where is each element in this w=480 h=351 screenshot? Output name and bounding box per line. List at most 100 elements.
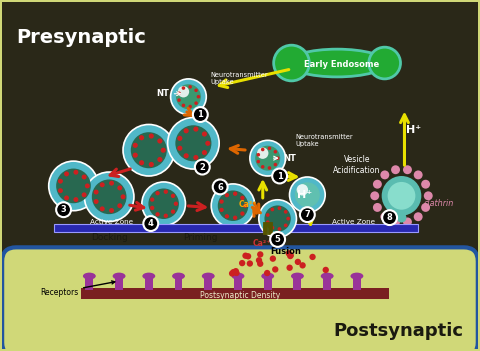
Circle shape bbox=[177, 146, 182, 151]
Text: H⁺: H⁺ bbox=[297, 190, 312, 200]
Circle shape bbox=[295, 182, 320, 207]
Ellipse shape bbox=[231, 273, 244, 279]
Circle shape bbox=[82, 174, 86, 179]
Circle shape bbox=[310, 254, 316, 260]
Circle shape bbox=[370, 191, 379, 200]
Circle shape bbox=[261, 165, 264, 168]
Circle shape bbox=[100, 182, 105, 187]
Circle shape bbox=[225, 193, 229, 197]
Circle shape bbox=[380, 171, 389, 179]
Ellipse shape bbox=[143, 273, 155, 279]
Text: Vesicle
Acidification: Vesicle Acidification bbox=[333, 155, 381, 175]
Circle shape bbox=[414, 171, 422, 179]
Bar bbox=[175, 276, 182, 290]
Circle shape bbox=[242, 252, 249, 259]
Text: Docking: Docking bbox=[91, 233, 128, 242]
Circle shape bbox=[109, 181, 114, 186]
Circle shape bbox=[225, 214, 229, 218]
Circle shape bbox=[193, 107, 208, 122]
Circle shape bbox=[142, 182, 185, 226]
Circle shape bbox=[213, 179, 228, 194]
Circle shape bbox=[270, 232, 285, 247]
Ellipse shape bbox=[172, 273, 185, 279]
Text: Receptors: Receptors bbox=[40, 281, 115, 297]
Circle shape bbox=[284, 224, 288, 227]
Circle shape bbox=[170, 79, 206, 114]
Circle shape bbox=[264, 270, 270, 276]
Circle shape bbox=[380, 212, 389, 221]
Circle shape bbox=[247, 260, 253, 267]
Circle shape bbox=[391, 165, 400, 174]
Circle shape bbox=[287, 253, 293, 259]
Circle shape bbox=[123, 125, 175, 176]
Text: Fusion: Fusion bbox=[270, 247, 301, 256]
Circle shape bbox=[300, 207, 315, 222]
Circle shape bbox=[132, 153, 138, 158]
Circle shape bbox=[270, 207, 274, 211]
Ellipse shape bbox=[202, 273, 215, 279]
Circle shape bbox=[274, 163, 277, 166]
Bar bbox=[54, 224, 419, 232]
Circle shape bbox=[287, 265, 293, 271]
Text: 3: 3 bbox=[60, 205, 66, 214]
Circle shape bbox=[424, 191, 432, 200]
Text: 4: 4 bbox=[148, 219, 154, 229]
Circle shape bbox=[229, 270, 235, 277]
Circle shape bbox=[58, 179, 63, 184]
Circle shape bbox=[117, 203, 122, 208]
Circle shape bbox=[161, 148, 166, 153]
Circle shape bbox=[257, 251, 264, 258]
Circle shape bbox=[56, 202, 71, 217]
Circle shape bbox=[149, 133, 154, 139]
Circle shape bbox=[277, 206, 281, 210]
Circle shape bbox=[272, 266, 278, 273]
Circle shape bbox=[177, 98, 181, 102]
Circle shape bbox=[259, 200, 297, 237]
Circle shape bbox=[272, 168, 287, 184]
Circle shape bbox=[100, 206, 105, 211]
Circle shape bbox=[270, 256, 276, 262]
Bar bbox=[323, 276, 331, 290]
Ellipse shape bbox=[396, 213, 407, 223]
Circle shape bbox=[168, 118, 219, 169]
Circle shape bbox=[181, 104, 185, 107]
Text: Ca²⁺: Ca²⁺ bbox=[239, 200, 257, 209]
Circle shape bbox=[297, 184, 308, 196]
Circle shape bbox=[233, 268, 239, 274]
Circle shape bbox=[270, 226, 274, 230]
Circle shape bbox=[171, 210, 175, 214]
Ellipse shape bbox=[321, 273, 334, 279]
Circle shape bbox=[149, 162, 154, 167]
Circle shape bbox=[157, 138, 162, 144]
Circle shape bbox=[202, 150, 207, 155]
Text: clathrin: clathrin bbox=[423, 199, 454, 208]
Circle shape bbox=[109, 208, 114, 213]
Circle shape bbox=[132, 143, 138, 148]
Circle shape bbox=[188, 105, 192, 108]
Circle shape bbox=[164, 190, 168, 194]
Circle shape bbox=[266, 213, 270, 217]
Circle shape bbox=[175, 125, 211, 161]
Circle shape bbox=[233, 270, 240, 276]
Circle shape bbox=[257, 147, 268, 159]
Text: Postsynaptic Density: Postsynaptic Density bbox=[200, 291, 280, 300]
Circle shape bbox=[240, 211, 245, 216]
Circle shape bbox=[211, 184, 255, 227]
Circle shape bbox=[284, 210, 288, 214]
Text: 1: 1 bbox=[276, 172, 283, 181]
Circle shape bbox=[382, 210, 397, 225]
Text: Neurotransmitter
Uptake: Neurotransmitter Uptake bbox=[296, 134, 353, 147]
Circle shape bbox=[193, 126, 198, 132]
Circle shape bbox=[286, 217, 290, 220]
Circle shape bbox=[117, 185, 122, 190]
Bar bbox=[293, 276, 301, 290]
Circle shape bbox=[156, 191, 160, 196]
Circle shape bbox=[268, 146, 271, 150]
Ellipse shape bbox=[350, 273, 363, 279]
Circle shape bbox=[64, 196, 69, 200]
Circle shape bbox=[243, 204, 247, 208]
FancyBboxPatch shape bbox=[2, 247, 478, 351]
Circle shape bbox=[184, 153, 189, 158]
Circle shape bbox=[257, 260, 264, 267]
Bar bbox=[264, 276, 272, 290]
